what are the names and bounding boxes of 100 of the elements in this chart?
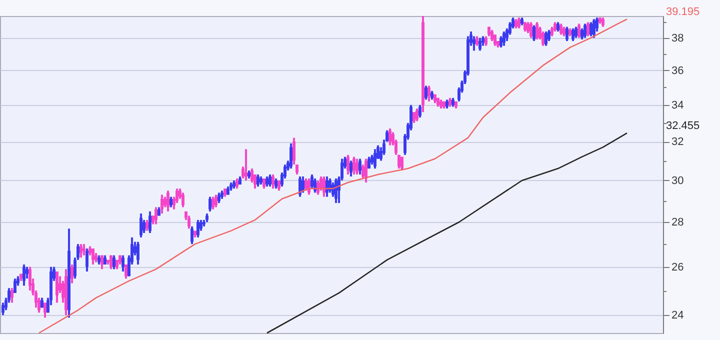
candlestick <box>256 173 260 188</box>
candlestick <box>476 35 478 47</box>
candlestick <box>362 164 364 180</box>
candlestick <box>400 156 404 172</box>
candlestick <box>544 30 548 47</box>
candlestick <box>170 196 172 208</box>
candlestick <box>212 196 214 210</box>
candlestick <box>572 27 574 42</box>
candlestick <box>70 264 74 284</box>
candlestick <box>482 35 484 47</box>
candlestick <box>208 196 212 212</box>
candlestick <box>590 21 592 38</box>
candlestick <box>214 194 218 208</box>
candlestick <box>412 111 416 124</box>
candlestick <box>550 26 554 38</box>
y-tick-label: 28 <box>672 216 684 229</box>
candlestick <box>86 248 88 272</box>
candlestick <box>526 21 530 34</box>
candlestick <box>122 254 124 272</box>
candlestick <box>190 225 194 246</box>
candlestick <box>218 192 220 204</box>
candlestick <box>478 36 482 52</box>
candlestick <box>602 16 604 28</box>
candlestick <box>586 21 590 38</box>
candlestick <box>484 35 488 47</box>
candlestick <box>92 248 94 266</box>
candlestick <box>500 35 502 48</box>
candlestick <box>364 158 368 184</box>
candlestick <box>236 177 238 190</box>
candlestick <box>398 154 400 170</box>
candlestick <box>28 266 32 292</box>
candlestick <box>182 192 184 208</box>
candlestick <box>556 21 560 33</box>
candlestick <box>370 154 374 166</box>
candlestick <box>562 26 566 38</box>
text: 32.455 <box>666 120 700 132</box>
candlestick <box>14 278 16 294</box>
candlestick <box>334 177 338 204</box>
candlestick <box>554 21 556 33</box>
candlestick <box>418 104 422 119</box>
candlestick <box>352 156 356 176</box>
candlestick <box>580 27 584 40</box>
y-tick-label: 26 <box>672 261 684 274</box>
candlestick <box>374 148 376 170</box>
candlestick <box>524 21 526 33</box>
candlestick <box>56 270 58 304</box>
candlestick <box>10 287 14 304</box>
candlestick <box>514 18 518 30</box>
candlestick <box>350 160 352 178</box>
y-tick-label: 36 <box>672 64 684 77</box>
y-tick-label: 32 <box>672 136 684 148</box>
y-tick-label: 24 <box>672 310 684 322</box>
candlestick <box>272 173 274 190</box>
candlestick <box>274 177 278 190</box>
candlestick <box>326 175 328 198</box>
candlestick <box>518 16 520 30</box>
candlestick <box>188 214 190 230</box>
candlestick <box>124 264 128 280</box>
candlestick <box>298 175 302 198</box>
candlestick <box>292 136 296 166</box>
line-series <box>266 132 628 334</box>
y-tick-label: 34 <box>672 99 684 112</box>
candlestick <box>100 254 104 270</box>
candlestick <box>304 177 308 192</box>
candlestick <box>388 127 392 146</box>
candlestick <box>290 142 292 170</box>
candlestick <box>578 22 580 39</box>
candlestick <box>310 173 314 190</box>
candlestick <box>356 158 358 176</box>
candlestick <box>80 243 82 259</box>
candlestick <box>148 210 152 234</box>
candlestick <box>424 84 428 101</box>
candlestick <box>110 254 112 270</box>
candlestick <box>566 26 568 42</box>
candlestick <box>536 21 538 40</box>
candlestick <box>266 175 268 188</box>
candlestick <box>22 264 26 287</box>
candlestick <box>142 218 146 234</box>
candlestick <box>136 240 140 266</box>
candlestick <box>584 22 586 39</box>
candlestick <box>268 173 272 188</box>
candlestick <box>502 30 506 47</box>
candlestick <box>416 108 418 122</box>
text: 39.195 <box>666 6 700 18</box>
candlestick <box>196 218 200 238</box>
candlestick <box>112 254 116 270</box>
candlestick <box>548 28 550 42</box>
y-tick-label: 30 <box>672 174 684 187</box>
candlestick <box>592 18 596 39</box>
candlestick <box>472 35 476 52</box>
candlestick <box>574 26 578 39</box>
candlestick <box>490 28 494 42</box>
candlestick <box>2 302 4 316</box>
candlestick <box>542 30 544 47</box>
candlestick <box>140 212 142 238</box>
candlestick <box>44 302 46 319</box>
candlestick <box>160 194 164 215</box>
candlestick <box>358 158 362 176</box>
candlestick <box>88 245 92 256</box>
candlestick <box>26 266 28 280</box>
